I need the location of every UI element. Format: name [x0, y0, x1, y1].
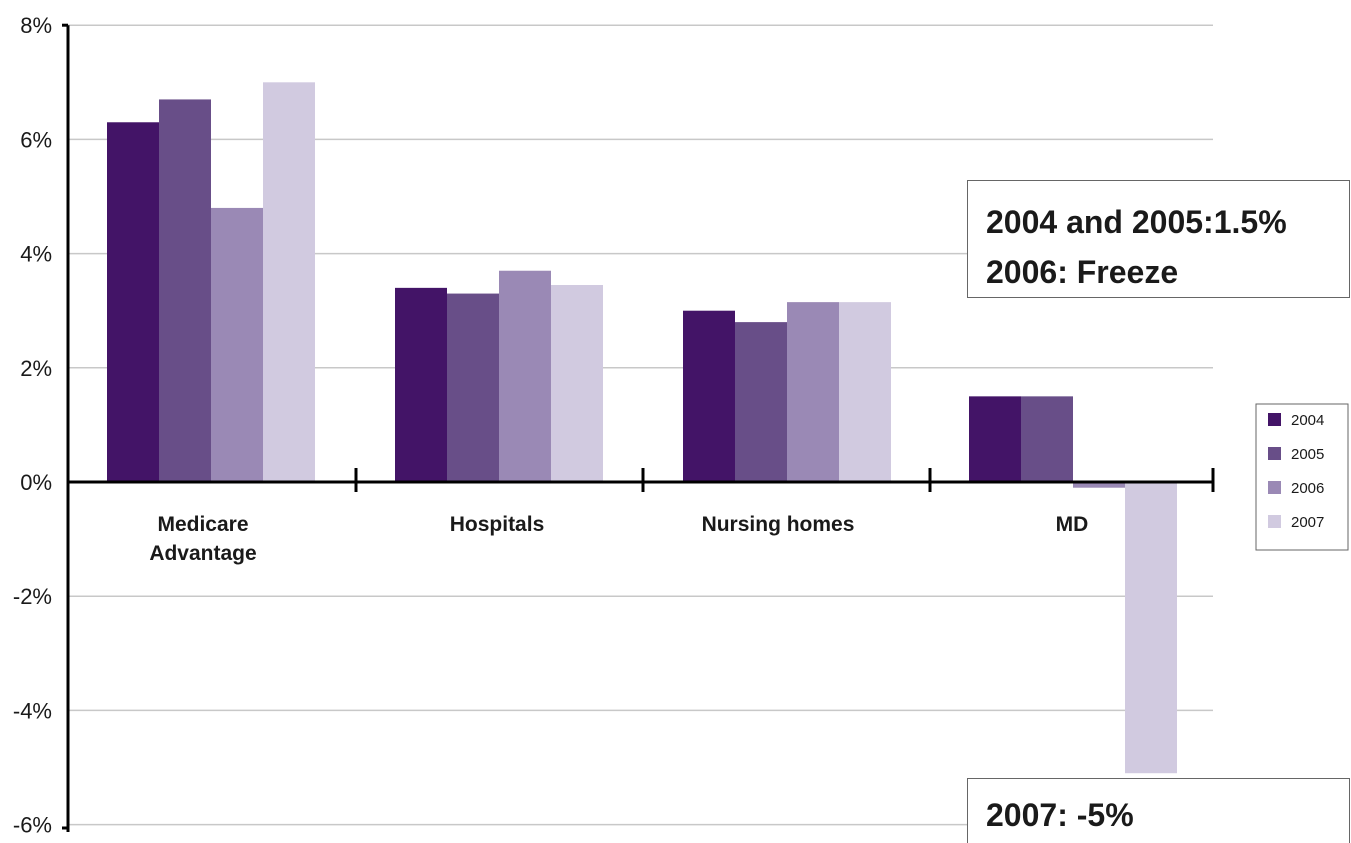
- y-tick-label: 0%: [20, 470, 52, 495]
- y-tick-labels: 8% 6% 4% 2% 0% -2% -4% -6%: [13, 13, 52, 837]
- legend-label: 2007: [1291, 514, 1324, 531]
- legend-swatch-2006: [1268, 481, 1281, 494]
- category-label: MD: [1056, 513, 1089, 536]
- bar-2007: [1125, 482, 1177, 774]
- bar-2004: [683, 310, 735, 482]
- category-label: Hospitals: [450, 513, 545, 536]
- bar-2007: [551, 285, 603, 482]
- bar-2004: [107, 122, 159, 483]
- bars: [107, 82, 1177, 774]
- category-labels: Medicare Advantage Hospitals Nursing homes M…: [149, 513, 1088, 565]
- bar-2007: [839, 302, 891, 482]
- bar-2006: [787, 302, 839, 482]
- bar-2006: [1073, 482, 1125, 488]
- legend-swatch-2004: [1268, 413, 1281, 426]
- y-tick-label: -4%: [13, 698, 52, 723]
- legend-swatch-2005: [1268, 447, 1281, 460]
- annotation-line: 2007: -5%: [986, 797, 1134, 833]
- bar-2005: [1021, 396, 1073, 482]
- bar-2004: [969, 396, 1021, 482]
- bar-2006: [211, 207, 263, 483]
- axes: [62, 23, 1215, 832]
- annotation-line: 2006: Freeze: [986, 254, 1179, 290]
- legend: 2004 2005 2006 2007: [1255, 403, 1349, 551]
- annotation-line: 2004 and 2005:1.5%: [986, 204, 1287, 240]
- legend-label: 2004: [1291, 412, 1324, 429]
- y-tick-label: 2%: [20, 356, 52, 381]
- y-tick-label: 8%: [20, 13, 52, 38]
- y-tick-label: -2%: [13, 584, 52, 609]
- bar-2006: [499, 270, 551, 482]
- bar-2004: [395, 287, 447, 482]
- y-tick-label: 4%: [20, 242, 52, 267]
- y-tick-label: 6%: [20, 127, 52, 152]
- bar-2007: [263, 82, 315, 483]
- legend-label: 2005: [1291, 446, 1324, 463]
- legend-label: 2006: [1291, 480, 1324, 497]
- legend-swatch-2007: [1268, 515, 1281, 528]
- bar-2005: [159, 99, 211, 483]
- category-label: Nursing homes: [702, 513, 855, 536]
- y-tick-label: -6%: [13, 813, 52, 838]
- bar-2005: [447, 293, 499, 482]
- annotation-box-rate-2007: 2007: -5%: [967, 778, 1350, 843]
- annotation-box-rates-2004-2006: 2004 and 2005:1.5% 2006: Freeze: [967, 180, 1350, 298]
- bar-2005: [735, 322, 787, 482]
- category-label: Medicare Advantage: [149, 513, 256, 565]
